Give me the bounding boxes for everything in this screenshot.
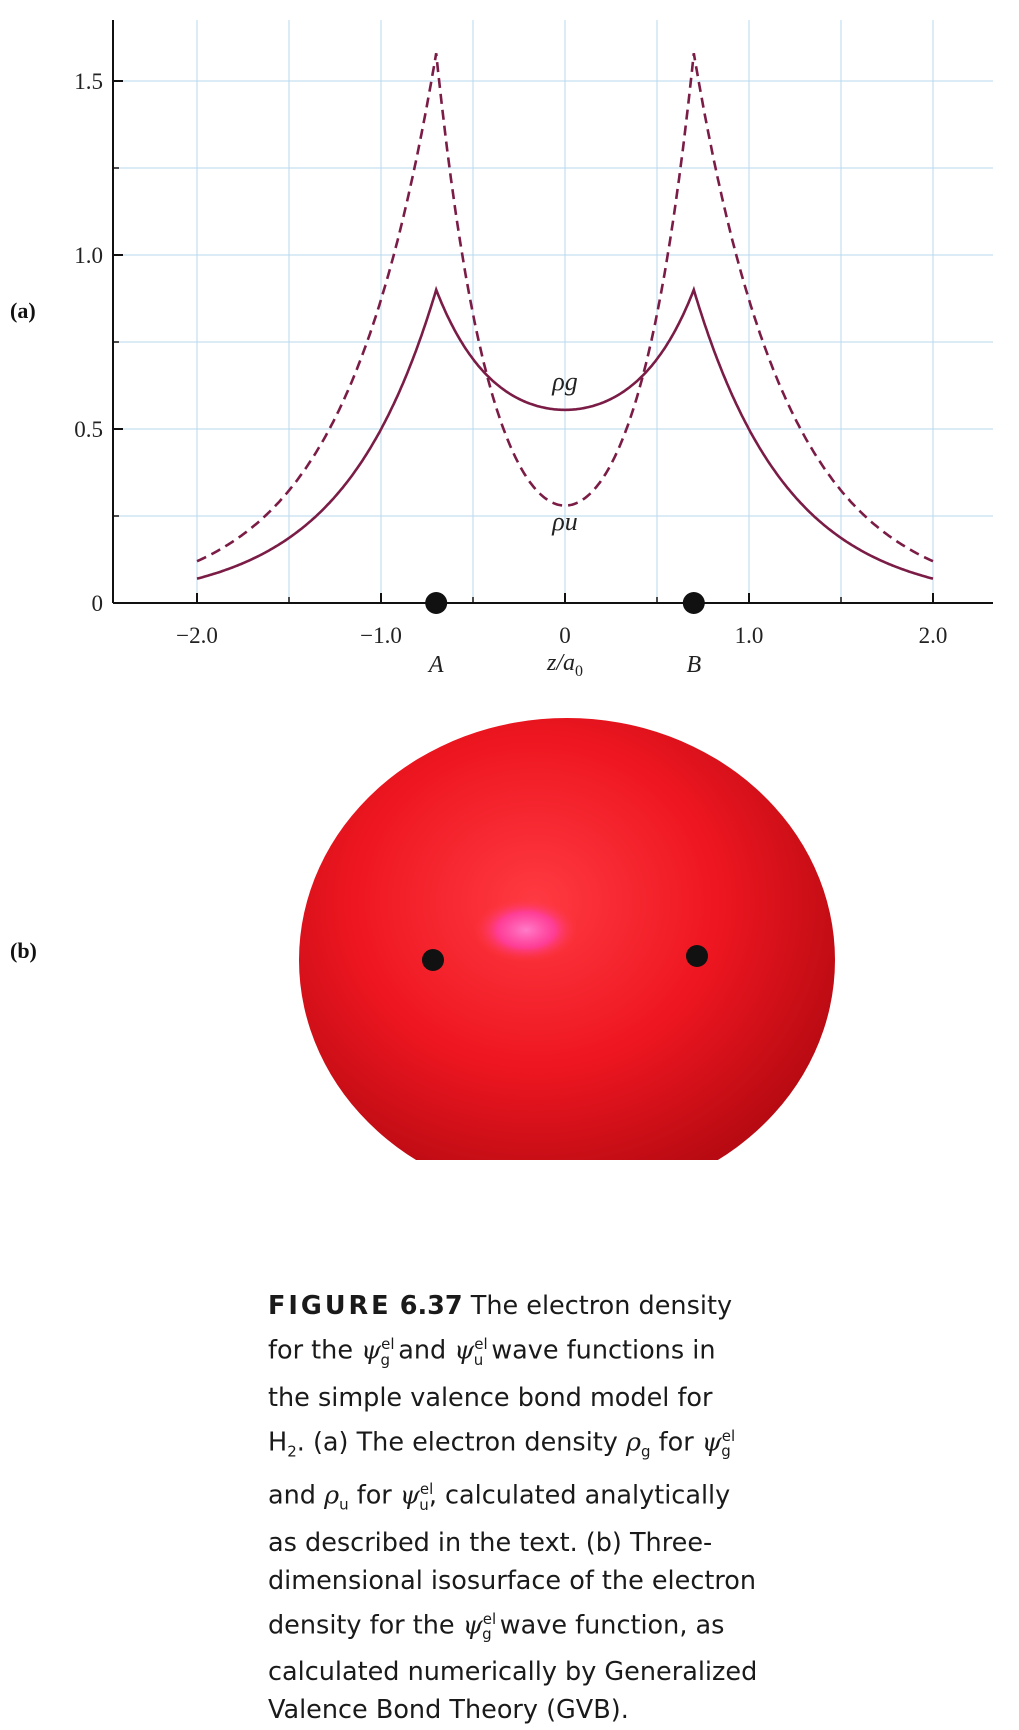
rho-g-label: ρg xyxy=(551,367,577,396)
psi-symbol: ψ xyxy=(462,1610,483,1641)
caption-line-8: density for the ψelg wave function, as xyxy=(268,1600,908,1654)
caption-text: wave functions in xyxy=(491,1335,716,1366)
caption-text: . (a) The electron density xyxy=(296,1427,618,1458)
y-tick-label: 1.5 xyxy=(74,69,103,94)
caption-text: and xyxy=(268,1480,316,1511)
density-curves xyxy=(196,52,934,580)
superscript: el xyxy=(419,1480,434,1499)
x-tick-label: −2.0 xyxy=(176,623,218,648)
caption-text: H xyxy=(268,1427,288,1458)
subscript: u xyxy=(419,1495,429,1514)
specular-highlight xyxy=(474,898,578,962)
panel-a-label: (a) xyxy=(10,298,36,323)
caption-line-7: dimensional isosurface of the electron xyxy=(268,1565,757,1596)
subscript: 2 xyxy=(287,1442,297,1461)
caption-line-1: FIGURE 6.37 The electron density xyxy=(268,1287,908,1325)
nucleus-a-dot xyxy=(422,949,444,971)
caption-text: for xyxy=(658,1427,694,1458)
psi-symbol: ψ xyxy=(399,1480,420,1511)
figure-caption: FIGURE 6.37 The electron density for the… xyxy=(268,1287,908,1729)
x-tick-label: −1.0 xyxy=(360,623,402,648)
nucleus-label-b: B xyxy=(686,652,701,678)
subscript: u xyxy=(339,1495,349,1514)
rho-g-curve xyxy=(196,285,934,580)
y-tick-label: 1.0 xyxy=(74,243,103,268)
subscript: g xyxy=(482,1625,492,1644)
caption-line-5: and ρu for ψelu, calculated analytically xyxy=(268,1470,908,1524)
caption-text: density for the xyxy=(268,1610,455,1641)
rho-symbol: ρ xyxy=(625,1427,641,1458)
axes xyxy=(112,20,993,604)
caption-text: , calculated analytically xyxy=(428,1480,731,1511)
x-tick-label: 0 xyxy=(559,623,571,648)
nucleus-marker-a xyxy=(425,592,448,614)
caption-line-10: Valence Bond Theory (GVB). xyxy=(268,1695,629,1726)
x-axis-label: z/a0 xyxy=(546,650,583,680)
x-tick-label: 1.0 xyxy=(735,623,764,648)
y-tick-labels: 0 0.5 1.0 1.5 xyxy=(74,69,103,616)
caption-text: for xyxy=(356,1480,392,1511)
subscript: g xyxy=(640,1442,651,1461)
curve-labels: ρg ρu xyxy=(551,367,577,536)
psi-symbol: ψ xyxy=(701,1427,722,1458)
caption-figure-number: 6.37 xyxy=(399,1291,463,1321)
rho-u-label: ρu xyxy=(551,507,577,536)
caption-text: and xyxy=(398,1335,447,1366)
panel-b-isosurface: (b) xyxy=(10,718,835,1160)
caption-text: The electron density xyxy=(470,1291,733,1321)
subscript: g xyxy=(721,1442,731,1461)
caption-text: for the xyxy=(268,1335,354,1366)
caption-lead: FIGURE xyxy=(268,1291,392,1321)
caption-line-9: calculated numerically by Generalized xyxy=(268,1657,758,1688)
caption-line-2: for the ψelg and ψelu wave functions in xyxy=(268,1325,908,1379)
subscript: g xyxy=(380,1350,391,1369)
psi-symbol: ψ xyxy=(361,1335,382,1366)
psi-symbol: ψ xyxy=(454,1335,475,1366)
caption-line-3: the simple valence bond model for xyxy=(268,1382,713,1413)
caption-line-6: as described in the text. (b) Three- xyxy=(268,1527,713,1558)
caption-text: wave function, as xyxy=(499,1610,725,1641)
x-tick-labels: −2.0 −1.0 0 1.0 2.0 xyxy=(176,623,947,648)
caption-line-4: H2. (a) The electron density ρg for ψelg xyxy=(268,1417,908,1471)
panel-b-label: (b) xyxy=(10,938,37,963)
y-tick-label: 0 xyxy=(92,591,104,616)
y-tick-label: 0.5 xyxy=(74,417,103,442)
subscript: u xyxy=(473,1350,484,1369)
nucleus-label-a: A xyxy=(427,652,444,678)
superscript: el xyxy=(721,1426,736,1445)
gridlines xyxy=(113,20,993,603)
nucleus-marker-b xyxy=(682,592,705,614)
x-tick-label: 2.0 xyxy=(919,623,948,648)
rho-symbol: ρ xyxy=(324,1480,340,1511)
nucleus-b-dot xyxy=(686,945,708,967)
